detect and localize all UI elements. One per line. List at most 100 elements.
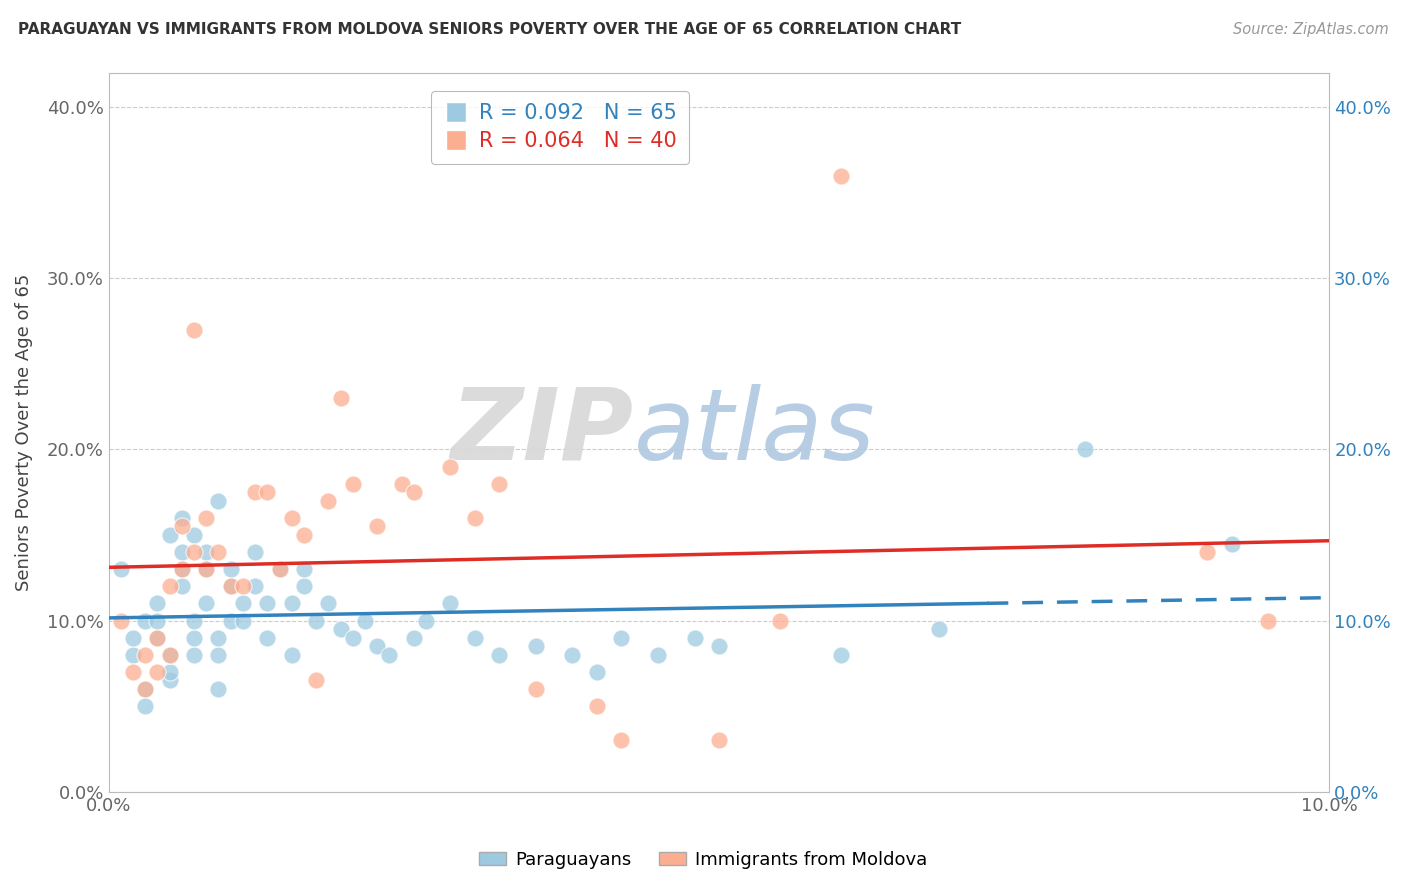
Point [292, 562, 315, 576]
Point [170, 562, 193, 576]
Point [183, 614, 205, 628]
Text: ZIP: ZIP [450, 384, 634, 481]
Point [464, 511, 486, 525]
Point [378, 648, 401, 662]
Point [195, 562, 218, 576]
Point [256, 485, 278, 500]
Point [707, 733, 730, 747]
Point [524, 681, 547, 696]
Point [170, 562, 193, 576]
Point [195, 511, 218, 525]
Point [170, 545, 193, 559]
Point [256, 597, 278, 611]
Point [183, 631, 205, 645]
Point [232, 579, 254, 593]
Legend: R = 0.092   N = 65, R = 0.064   N = 40: R = 0.092 N = 65, R = 0.064 N = 40 [432, 91, 689, 164]
Y-axis label: Seniors Poverty Over the Age of 65: Seniors Poverty Over the Age of 65 [15, 274, 32, 591]
Point [146, 631, 169, 645]
Point [488, 476, 510, 491]
Point [269, 562, 291, 576]
Point [561, 648, 583, 662]
Point [232, 597, 254, 611]
Point [219, 579, 242, 593]
Point [183, 323, 205, 337]
Point [402, 631, 425, 645]
Point [243, 579, 266, 593]
Point [146, 665, 169, 679]
Point [928, 622, 950, 636]
Point [170, 579, 193, 593]
Point [195, 597, 218, 611]
Point [402, 485, 425, 500]
Point [159, 665, 181, 679]
Point [586, 665, 609, 679]
Point [354, 614, 377, 628]
Point [110, 614, 132, 628]
Point [366, 519, 388, 533]
Point [207, 681, 229, 696]
Point [280, 511, 302, 525]
Point [610, 733, 633, 747]
Point [439, 597, 461, 611]
Point [159, 648, 181, 662]
Point [342, 476, 364, 491]
Point [110, 562, 132, 576]
Point [183, 545, 205, 559]
Point [232, 614, 254, 628]
Point [219, 614, 242, 628]
Point [256, 631, 278, 645]
Point [146, 614, 169, 628]
Point [280, 597, 302, 611]
Point [366, 639, 388, 653]
Point [439, 459, 461, 474]
Point [243, 545, 266, 559]
Point [146, 597, 169, 611]
Text: PARAGUAYAN VS IMMIGRANTS FROM MOLDOVA SENIORS POVERTY OVER THE AGE OF 65 CORRELA: PARAGUAYAN VS IMMIGRANTS FROM MOLDOVA SE… [18, 22, 962, 37]
Point [305, 673, 328, 688]
Point [207, 493, 229, 508]
Point [707, 639, 730, 653]
Text: atlas: atlas [634, 384, 875, 481]
Point [122, 631, 145, 645]
Point [292, 579, 315, 593]
Point [183, 528, 205, 542]
Point [830, 169, 852, 183]
Point [318, 597, 340, 611]
Point [683, 631, 706, 645]
Point [329, 622, 352, 636]
Point [488, 648, 510, 662]
Point [280, 648, 302, 662]
Point [146, 631, 169, 645]
Point [219, 562, 242, 576]
Point [134, 681, 156, 696]
Point [586, 699, 609, 714]
Point [647, 648, 669, 662]
Point [122, 648, 145, 662]
Point [207, 648, 229, 662]
Point [159, 648, 181, 662]
Point [243, 485, 266, 500]
Point [610, 631, 633, 645]
Point [1220, 536, 1243, 550]
Point [195, 562, 218, 576]
Point [159, 673, 181, 688]
Point [342, 631, 364, 645]
Point [159, 528, 181, 542]
Point [219, 579, 242, 593]
Point [195, 545, 218, 559]
Point [134, 681, 156, 696]
Point [269, 562, 291, 576]
Point [183, 648, 205, 662]
Point [159, 579, 181, 593]
Point [305, 614, 328, 628]
Point [207, 545, 229, 559]
Legend: Paraguayans, Immigrants from Moldova: Paraguayans, Immigrants from Moldova [472, 844, 934, 876]
Point [329, 391, 352, 405]
Point [134, 648, 156, 662]
Point [1257, 614, 1279, 628]
Point [524, 639, 547, 653]
Point [830, 648, 852, 662]
Point [1197, 545, 1219, 559]
Point [134, 614, 156, 628]
Point [769, 614, 792, 628]
